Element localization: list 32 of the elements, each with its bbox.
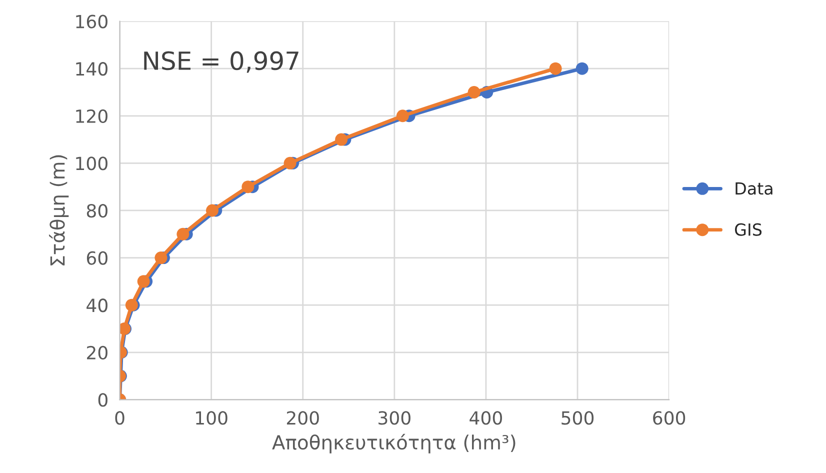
point <box>242 180 254 194</box>
point <box>284 156 296 170</box>
point <box>137 275 150 288</box>
point <box>176 228 190 240</box>
y-tick-label: 100 <box>76 156 108 170</box>
y-tick-label: 20 <box>87 346 108 360</box>
point <box>154 252 168 264</box>
y-tick-label: 0 <box>98 393 108 407</box>
y-tick-label: 80 <box>86 204 108 218</box>
legend-label: Data <box>736 182 772 195</box>
point <box>549 62 562 75</box>
x-tick-label: 600 <box>653 411 686 425</box>
x-tick-label: 100 <box>196 411 228 425</box>
point <box>335 133 348 146</box>
point <box>206 204 218 217</box>
x-tick-label: 500 <box>562 411 594 425</box>
x-tick-label: 200 <box>286 411 319 425</box>
annotation: NSE = 0,997 <box>144 51 298 73</box>
y-tick-label: 140 <box>76 62 108 76</box>
point <box>468 86 480 98</box>
x-axis-title: Αποθηκευτικότητα (hm³) <box>272 434 516 454</box>
y-tick-label: 120 <box>76 109 108 123</box>
point <box>576 62 588 75</box>
x-tick-label: 300 <box>378 411 410 425</box>
x-tick-label: 400 <box>470 411 502 425</box>
point <box>396 110 409 122</box>
legend-label: GIS <box>734 223 762 236</box>
y-tick-label: 40 <box>86 298 108 312</box>
y-axis-title: Στάθμη (m) <box>49 155 69 266</box>
y-tick-label: 60 <box>86 251 108 265</box>
y-tick-label: 160 <box>76 14 108 28</box>
x-tick-label: 0 <box>115 411 124 425</box>
